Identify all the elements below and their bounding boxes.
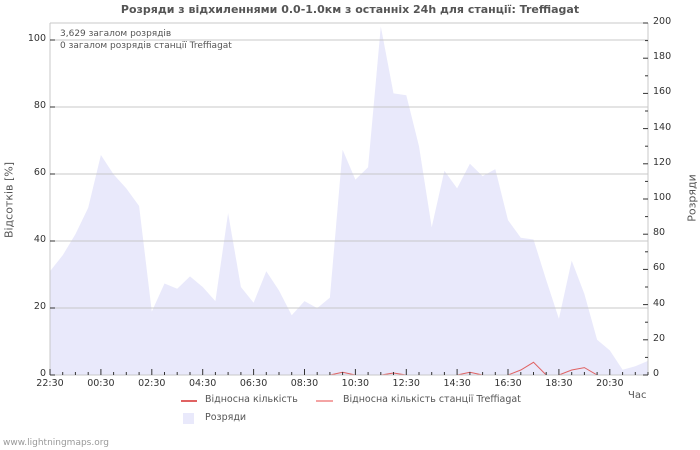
legend-label: Відносна кількість	[205, 394, 298, 405]
x-axis-label: 20:30	[596, 378, 624, 389]
annotation-station-strikes: 0 загалом розрядів станції Treffiagat	[60, 41, 232, 51]
right-axis-label: 40	[653, 297, 666, 309]
annotation-total-strikes: 3,629 загалом розрядів	[60, 29, 172, 39]
left-axis-label: 60	[33, 167, 46, 178]
x-axis-label: 04:30	[188, 378, 217, 389]
x-axis-label: 16:30	[494, 378, 522, 389]
x-axis-label: 18:30	[545, 378, 573, 389]
right-axis-label: 120	[653, 156, 672, 168]
right-axis-title: Розряди	[685, 174, 699, 222]
footer-site-link[interactable]: www.lightningmaps.org	[3, 438, 109, 448]
x-axis-label: 12:30	[392, 378, 420, 389]
right-axis-label: 200	[653, 16, 672, 27]
x-axis-label: 22:30	[36, 378, 64, 389]
x-axis-title: Час	[628, 390, 647, 401]
legend-label: Розряди	[205, 412, 247, 423]
right-axis-label: 80	[653, 227, 666, 239]
legend-line-swatch	[316, 400, 333, 402]
left-axis-label: 20	[33, 301, 46, 312]
left-axis-label: 40	[33, 234, 46, 245]
strikes-area	[50, 26, 648, 375]
left-axis-label: 80	[33, 100, 46, 111]
right-axis-label: 180	[653, 51, 672, 63]
right-axis-label: 60	[653, 262, 666, 274]
right-axis-label: 100	[653, 192, 672, 203]
right-axis-label: 0	[653, 368, 660, 379]
left-axis-label: 0	[39, 368, 46, 379]
legend-area-swatch	[183, 413, 194, 424]
right-axis-label: 140	[653, 121, 672, 133]
legend-line-swatch	[181, 400, 197, 402]
x-axis-label: 02:30	[138, 378, 166, 389]
chart-title: Розряди з відхиленнями 0.0-1.0км з остан…	[120, 3, 580, 16]
x-axis-label: 06:30	[239, 378, 268, 389]
right-axis-label: 20	[653, 332, 666, 344]
x-axis-label: 08:30	[290, 378, 319, 389]
x-axis-label: 00:30	[87, 378, 115, 389]
x-axis-label: 14:30	[443, 378, 471, 389]
left-axis-title: Відсотків [%]	[2, 161, 16, 239]
legend-label: Відносна кількість станції Treffiagat	[343, 394, 521, 405]
right-axis-label: 160	[653, 86, 672, 98]
x-axis-label: 10:30	[341, 378, 370, 389]
left-axis-label: 100	[27, 33, 46, 44]
